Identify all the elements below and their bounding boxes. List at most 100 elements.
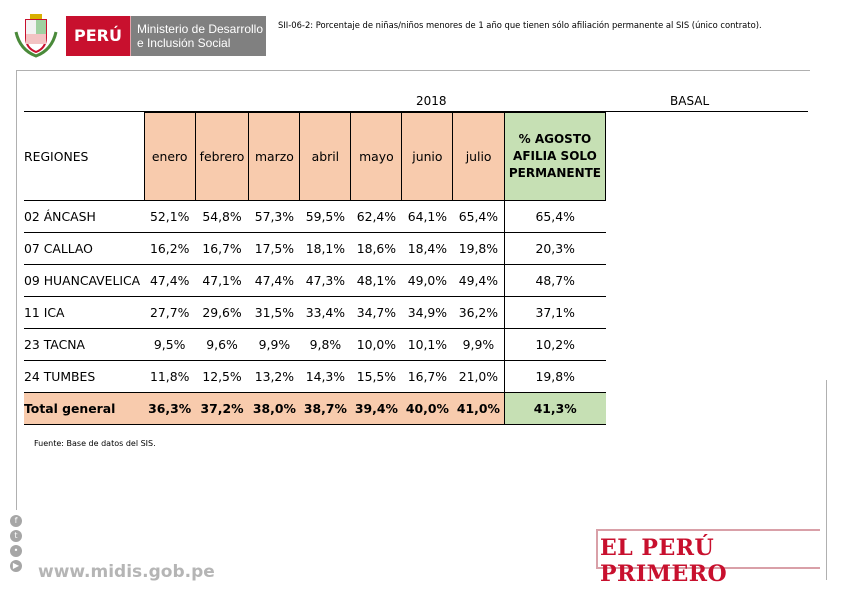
table-row: 23 TACNA 9,5% 9,6% 9,9% 9,8% 10,0% 10,1%… xyxy=(24,328,606,361)
value-cell: 11,8% xyxy=(144,360,196,393)
value-cell: 19,8% xyxy=(452,232,505,265)
year-label: 2018 xyxy=(416,94,447,108)
youtube-icon[interactable]: ▶ xyxy=(10,560,22,572)
header-regiones: REGIONES xyxy=(24,112,145,201)
value-cell: 9,6% xyxy=(195,328,249,361)
value-cell: 59,5% xyxy=(299,200,351,233)
page-title: SII-06-2: Porcentaje de niñas/niños meno… xyxy=(278,20,762,30)
value-cell: 33,4% xyxy=(299,296,351,329)
header-enero: enero xyxy=(143,112,196,201)
top-divider xyxy=(16,70,810,71)
value-cell: 47,4% xyxy=(248,264,300,297)
total-cell: 39,4% xyxy=(350,392,402,425)
midis-logo: PERÚ Ministerio de Desarrollo e Inclusió… xyxy=(12,12,268,58)
value-cell: 21,0% xyxy=(452,360,505,393)
table-header-row: REGIONES enero febrero marzo abril mayo … xyxy=(24,112,607,201)
region-cell: 23 TACNA xyxy=(24,328,145,361)
august-cell: 19,8% xyxy=(503,360,606,393)
value-cell: 54,8% xyxy=(195,200,249,233)
header-abril: abril xyxy=(299,112,352,201)
slogan-frame xyxy=(596,529,820,569)
value-cell: 10,0% xyxy=(350,328,402,361)
slogan-text: EL PERÚ PRIMERO xyxy=(600,535,728,587)
right-divider xyxy=(826,380,827,580)
header-agosto: % AGOSTO AFILIA SOLO PERMANENTE xyxy=(503,112,607,201)
value-cell: 9,9% xyxy=(248,328,300,361)
value-cell: 12,5% xyxy=(195,360,249,393)
august-cell: 20,3% xyxy=(503,232,606,265)
website-link[interactable]: www.midis.gob.pe xyxy=(38,562,215,582)
value-cell: 18,1% xyxy=(299,232,351,265)
value-cell: 16,7% xyxy=(195,232,249,265)
facebook-icon[interactable]: f xyxy=(10,515,22,527)
table-top-line xyxy=(24,111,808,112)
value-cell: 13,2% xyxy=(248,360,300,393)
value-cell: 47,3% xyxy=(299,264,351,297)
table-row: 07 CALLAO 16,2% 16,7% 17,5% 18,1% 18,6% … xyxy=(24,232,606,265)
region-cell: 07 CALLAO xyxy=(24,232,145,265)
total-cell: 40,0% xyxy=(401,392,453,425)
basal-label: BASAL xyxy=(670,94,710,108)
value-cell: 29,6% xyxy=(195,296,249,329)
total-label: Total general xyxy=(24,392,145,425)
table-row: 09 HUANCAVELICA 47,4% 47,1% 47,4% 47,3% … xyxy=(24,264,606,297)
table-row: 11 ICA 27,7% 29,6% 31,5% 33,4% 34,7% 34,… xyxy=(24,296,606,329)
coat-of-arms-icon xyxy=(14,14,58,58)
value-cell: 15,5% xyxy=(350,360,402,393)
twitter-icon[interactable]: t xyxy=(10,530,22,542)
region-cell: 24 TUMBES xyxy=(24,360,145,393)
august-cell: 37,1% xyxy=(503,296,606,329)
peru-label: PERÚ xyxy=(66,16,131,56)
ministry-name-line2: e Inclusión Social xyxy=(136,36,231,50)
value-cell: 9,9% xyxy=(452,328,505,361)
value-cell: 47,1% xyxy=(195,264,249,297)
value-cell: 31,5% xyxy=(248,296,300,329)
value-cell: 14,3% xyxy=(299,360,351,393)
left-divider xyxy=(16,70,17,510)
august-cell: 65,4% xyxy=(503,200,606,233)
slogan-logo: EL PERÚ PRIMERO xyxy=(590,525,820,587)
header-junio: junio xyxy=(401,112,454,201)
august-cell: 48,7% xyxy=(503,264,606,297)
region-cell: 09 HUANCAVELICA xyxy=(24,264,145,297)
source-note: Fuente: Base de datos del SIS. xyxy=(34,439,156,448)
august-cell: 10,2% xyxy=(503,328,606,361)
value-cell: 47,4% xyxy=(144,264,196,297)
value-cell: 64,1% xyxy=(401,200,453,233)
social-icons: f t • ▶ xyxy=(10,515,26,575)
value-cell: 52,1% xyxy=(144,200,196,233)
value-cell: 18,6% xyxy=(350,232,402,265)
header-julio: julio xyxy=(452,112,505,201)
value-cell: 18,4% xyxy=(401,232,453,265)
header-marzo: marzo xyxy=(248,112,301,201)
table-row: 24 TUMBES 11,8% 12,5% 13,2% 14,3% 15,5% … xyxy=(24,360,606,393)
total-cell: 36,3% xyxy=(144,392,196,425)
value-cell: 9,5% xyxy=(144,328,196,361)
value-cell: 16,7% xyxy=(401,360,453,393)
value-cell: 10,1% xyxy=(401,328,453,361)
total-august-cell: 41,3% xyxy=(503,392,606,425)
flickr-icon[interactable]: • xyxy=(10,545,22,557)
value-cell: 49,0% xyxy=(401,264,453,297)
value-cell: 62,4% xyxy=(350,200,402,233)
table-row: 02 ÁNCASH 52,1% 54,8% 57,3% 59,5% 62,4% … xyxy=(24,200,606,233)
value-cell: 34,7% xyxy=(350,296,402,329)
value-cell: 57,3% xyxy=(248,200,300,233)
ministry-name-line1: Ministerio de Desarrollo xyxy=(136,22,264,36)
value-cell: 17,5% xyxy=(248,232,300,265)
value-cell: 34,9% xyxy=(401,296,453,329)
total-cell: 38,7% xyxy=(299,392,351,425)
total-cell: 41,0% xyxy=(452,392,505,425)
region-cell: 11 ICA xyxy=(24,296,145,329)
region-cell: 02 ÁNCASH xyxy=(24,200,145,233)
value-cell: 16,2% xyxy=(144,232,196,265)
total-cell: 38,0% xyxy=(248,392,300,425)
value-cell: 9,8% xyxy=(299,328,351,361)
value-cell: 27,7% xyxy=(144,296,196,329)
value-cell: 65,4% xyxy=(452,200,505,233)
header-mayo: mayo xyxy=(350,112,403,201)
value-cell: 36,2% xyxy=(452,296,505,329)
header-febrero: febrero xyxy=(194,112,250,201)
value-cell: 48,1% xyxy=(350,264,402,297)
value-cell: 49,4% xyxy=(452,264,505,297)
